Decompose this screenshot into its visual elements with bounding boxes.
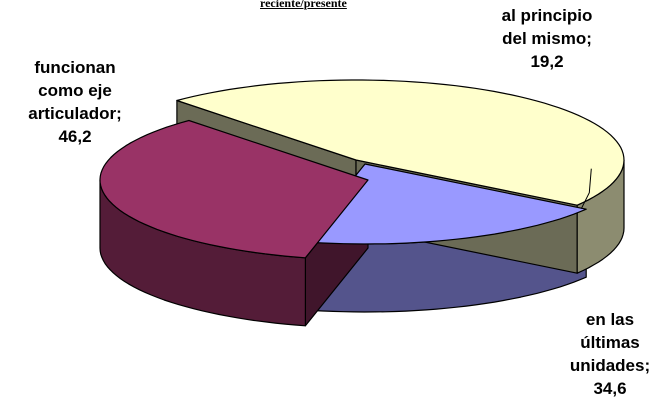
label-value: 46,2 [58, 127, 92, 146]
label-line: del mismo; [502, 29, 592, 48]
chart-title: reciente/presente [260, 0, 347, 10]
label-line: articulador; [28, 104, 122, 123]
label-value: 19,2 [530, 52, 564, 71]
pie-slice-46,2 [176, 79, 625, 206]
label-line: últimas [580, 333, 640, 352]
pie-slice-19,2 [301, 163, 587, 245]
data-label-en-las: en las últimas unidades; 34,6 [540, 308, 665, 400]
label-line: como eje [38, 81, 112, 100]
label-line: en las [585, 310, 635, 329]
label-value: 34,6 [593, 379, 627, 398]
label-line: funcionan [34, 58, 116, 77]
label-line: unidades; [569, 356, 651, 375]
label-line: al principio [501, 6, 593, 25]
data-label-funcionan: funcionan como eje articulador; 46,2 [0, 56, 150, 148]
leader-line [580, 168, 592, 209]
data-label-al-principio: al principio del mismo; 19,2 [482, 4, 612, 73]
pie-slice-34,6 [99, 119, 369, 259]
